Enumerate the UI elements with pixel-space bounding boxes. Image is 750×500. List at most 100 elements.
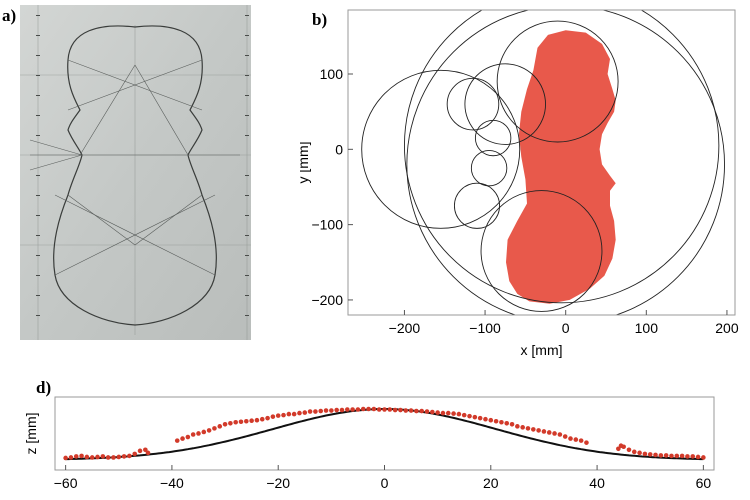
data-point (509, 422, 515, 427)
x-tick-label-d: 40 (589, 475, 605, 491)
data-point (621, 444, 626, 450)
data-point (568, 436, 573, 441)
data-point (116, 454, 122, 460)
data-point (669, 453, 674, 459)
x-tick-label-d: 60 (696, 475, 712, 491)
x-ticks-b: −200 −100 0 100 200 (389, 310, 739, 336)
data-point (180, 436, 185, 441)
data-point (302, 410, 308, 415)
fitted-circle-8 (470, 149, 508, 187)
photo-background (20, 5, 251, 340)
data-point (376, 407, 382, 412)
data-point (143, 447, 148, 453)
data-point (244, 418, 249, 424)
y-tick-label-b: 0 (335, 141, 343, 157)
fitted-circle-9 (453, 182, 501, 229)
data-point (493, 418, 499, 424)
data-point (679, 453, 685, 459)
data-point (520, 425, 525, 430)
data-point (531, 427, 536, 432)
data-point (206, 428, 212, 433)
data-point (695, 454, 701, 460)
data-point (472, 414, 478, 420)
data-point (637, 450, 642, 456)
data-point (95, 454, 100, 460)
data-point (286, 411, 292, 417)
fitted-circle-6 (446, 77, 500, 131)
data-point (238, 419, 244, 425)
data-point (217, 424, 223, 429)
data-point (265, 415, 270, 421)
data-point (616, 446, 621, 452)
data-point (233, 419, 238, 425)
data-point (435, 410, 440, 415)
data-point (562, 434, 568, 439)
data-point (382, 407, 387, 412)
data-point (663, 453, 669, 458)
fitted-circle-2 (361, 69, 521, 229)
x-tick-label-b: −100 (469, 320, 501, 336)
data-point (190, 432, 196, 437)
data-point (323, 408, 329, 413)
data-point (84, 454, 90, 460)
x-ticks-d: −60 −40 −20 0 20 40 60 (54, 465, 712, 491)
data-point (68, 455, 74, 460)
data-point (366, 406, 371, 412)
x-tick-label-d: 0 (381, 475, 389, 491)
data-point (504, 420, 510, 426)
data-point (201, 429, 207, 435)
data-point (329, 408, 334, 413)
data-point (350, 407, 355, 412)
data-point (121, 454, 127, 459)
data-point (546, 430, 552, 435)
outline-circles-plot: −200 −100 0 100 200 −200 −100 0 100 x [mm] y [m… (300, 9, 739, 358)
data-point (297, 410, 302, 416)
data-point (631, 449, 637, 455)
data-point (467, 413, 472, 419)
data-point (270, 414, 276, 419)
fitted-circle-4 (480, 190, 603, 312)
data-point (451, 411, 456, 416)
data-point (254, 417, 260, 423)
data-point (430, 409, 435, 415)
panel-label-b: b) (312, 10, 328, 29)
data-point (73, 454, 79, 459)
y-axis-label-b: y [mm] (300, 142, 311, 184)
data-point (344, 407, 350, 412)
data-point (403, 408, 409, 413)
data-point (488, 417, 494, 423)
data-point (647, 452, 653, 457)
data-point (132, 451, 138, 457)
data-point (445, 410, 451, 416)
data-point (584, 440, 589, 445)
data-point (557, 432, 563, 437)
data-point (642, 451, 648, 457)
x-tick-label-d: −20 (266, 475, 290, 491)
x-tick-label-b: −200 (389, 320, 421, 336)
x-tick-label-d: −40 (160, 475, 184, 491)
data-point (424, 409, 430, 414)
panel-label-a: a) (2, 6, 17, 25)
data-point (313, 409, 318, 414)
data-point (228, 420, 233, 426)
data-point (515, 424, 520, 429)
data-point (626, 447, 632, 453)
data-point (196, 431, 201, 436)
data-point (701, 455, 706, 460)
y-ticks-b: −200 −100 0 100 (311, 66, 353, 308)
data-point (371, 406, 377, 412)
panel-label-d: d) (36, 378, 52, 397)
fitted-circle-3 (496, 20, 619, 143)
data-point (222, 422, 228, 427)
data-point (658, 453, 664, 458)
data-point (419, 408, 425, 414)
data-point (483, 416, 488, 422)
data-point (685, 454, 690, 459)
x-tick-label-b: 200 (715, 320, 739, 336)
data-point (318, 408, 324, 414)
data-point (275, 413, 281, 418)
data-point (456, 411, 462, 417)
data-point (536, 428, 541, 433)
plot-area-b (361, 10, 725, 315)
data-point (145, 450, 151, 456)
